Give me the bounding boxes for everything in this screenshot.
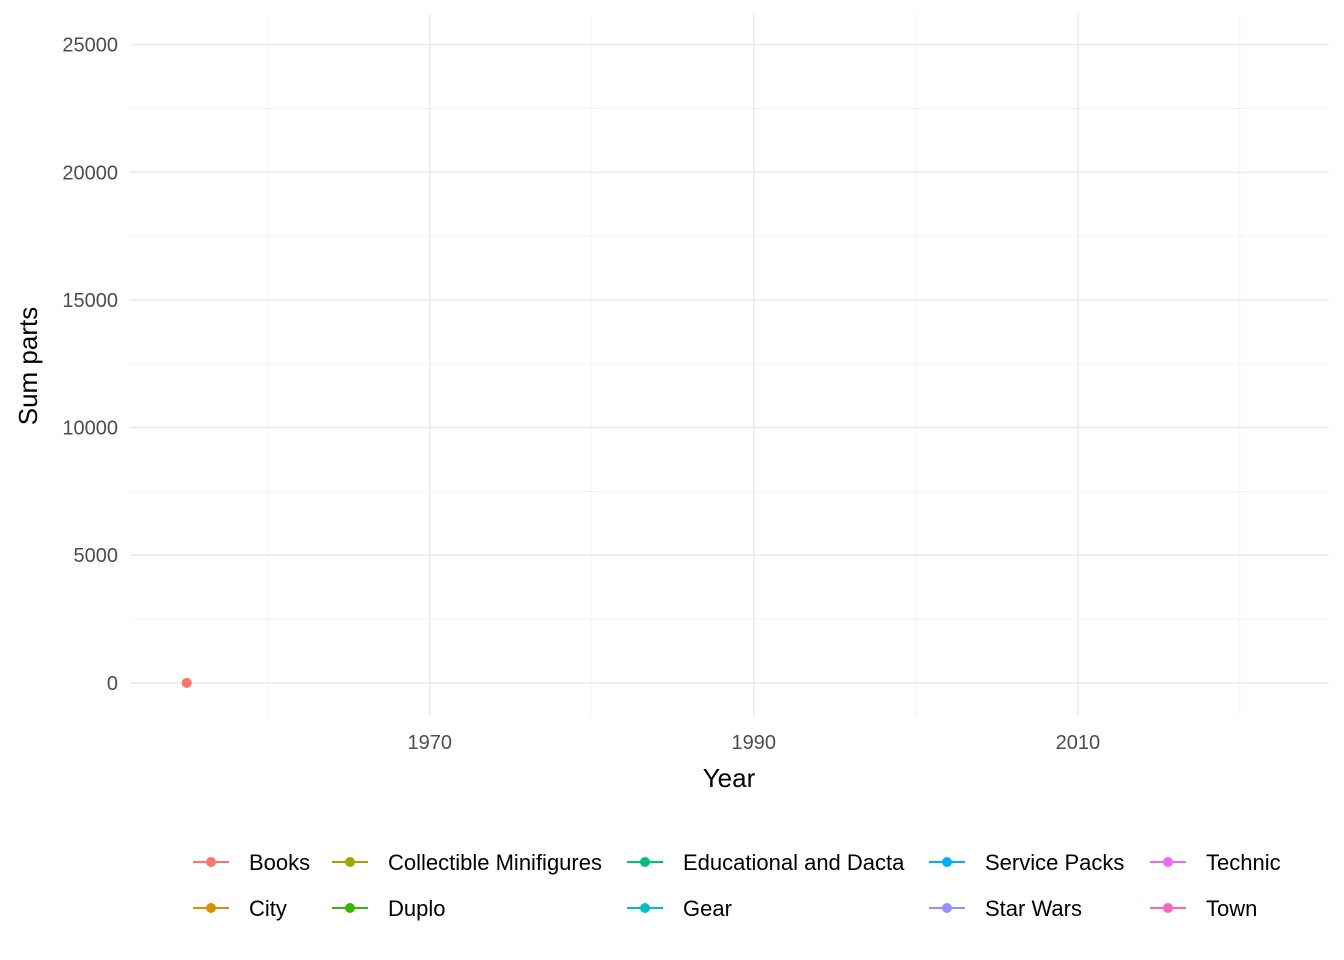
legend-key-point	[1163, 857, 1173, 867]
legend-key-point	[345, 903, 355, 913]
legend-key-point	[345, 857, 355, 867]
x-axis-title: Year	[703, 763, 756, 793]
legend-key-point	[640, 903, 650, 913]
series-layer	[181, 677, 192, 688]
y-axis-title: Sum parts	[13, 307, 43, 426]
y-tick-label: 15000	[62, 290, 118, 312]
y-tick-label: 5000	[74, 545, 119, 567]
legend-key-point	[942, 857, 952, 867]
x-axis-ticks: 1970 1990 2010	[408, 732, 1101, 754]
legend-item: Educational and Dacta	[627, 850, 905, 875]
legend-item: Star Wars	[929, 896, 1082, 921]
legend-label: Star Wars	[985, 896, 1082, 921]
legend-label: Duplo	[388, 896, 445, 921]
legend-item: City	[193, 896, 287, 921]
y-tick-label: 10000	[62, 418, 118, 440]
legend-item: Collectible Minifigures	[332, 850, 602, 875]
x-tick-label: 1990	[732, 732, 777, 754]
legend-label: City	[249, 896, 287, 921]
legend-key-point	[1163, 903, 1173, 913]
legend-label: Gear	[683, 896, 732, 921]
legend-key-point	[942, 903, 952, 913]
x-tick-label: 2010	[1056, 732, 1101, 754]
legend-item: Books	[193, 850, 310, 875]
data-point	[181, 677, 192, 688]
legend-label: Books	[249, 850, 310, 875]
major-gridlines	[130, 14, 1329, 716]
y-tick-label: 25000	[62, 35, 118, 57]
legend-key-point	[640, 857, 650, 867]
legend-item: Town	[1150, 896, 1257, 921]
y-axis-ticks: 0 5000 10000 15000 20000 25000	[62, 35, 118, 695]
legend-key-point	[206, 857, 216, 867]
legend-label: Town	[1206, 896, 1257, 921]
y-tick-label: 0	[107, 673, 118, 695]
x-tick-label: 1970	[408, 732, 453, 754]
legend-label: Technic	[1206, 850, 1281, 875]
legend-label: Collectible Minifigures	[388, 850, 602, 875]
legend-label: Educational and Dacta	[683, 850, 905, 875]
legend-key-point	[206, 903, 216, 913]
legend-item: Duplo	[332, 896, 445, 921]
legend-item: Technic	[1150, 850, 1281, 875]
legend-label: Service Packs	[985, 850, 1124, 875]
y-tick-label: 20000	[62, 162, 118, 184]
legend-item: Gear	[627, 896, 732, 921]
legend-item: Service Packs	[929, 850, 1124, 875]
legend: Books City Collectible Minifigures Duplo Edu…	[193, 850, 1281, 921]
minor-gridlines	[130, 14, 1329, 716]
